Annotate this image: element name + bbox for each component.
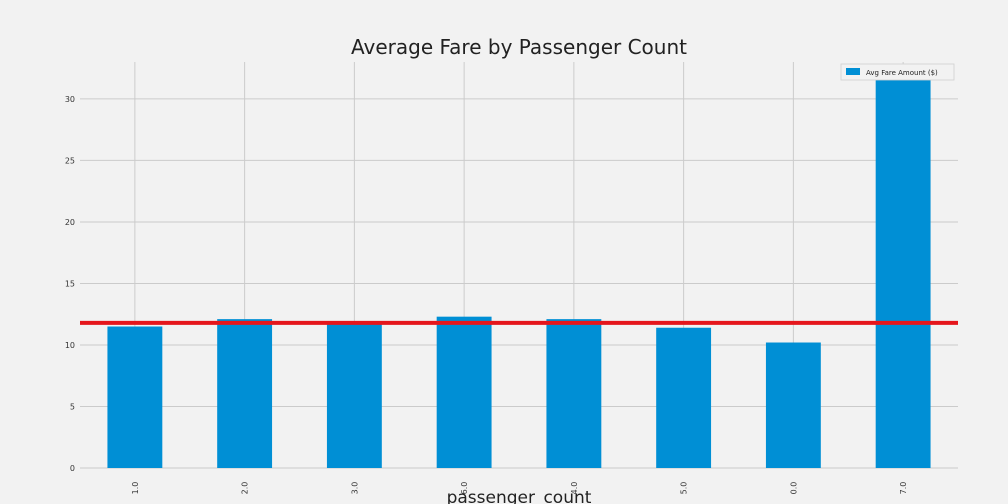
x-tick-label: 3.0: [350, 482, 359, 495]
x-axis-label: passenger_count: [447, 488, 592, 504]
y-tick-label: 20: [65, 218, 75, 227]
x-tick-label: 4.0: [570, 482, 579, 495]
y-tick-label: 10: [65, 341, 75, 350]
bar-5.0: [656, 327, 712, 468]
bar-2.0: [217, 319, 273, 468]
y-tick-label: 15: [65, 279, 75, 288]
bar-3.0: [326, 322, 382, 468]
bar-1.0: [107, 326, 163, 468]
y-tick-labels: 0 5 10 15 20 25 30: [65, 95, 75, 473]
bar-6.0: [436, 316, 492, 468]
y-tick-label: 30: [65, 95, 75, 104]
legend-swatch: [846, 68, 860, 75]
legend-box: [840, 63, 955, 81]
bar-4.0: [546, 319, 602, 468]
x-tick-label: 1.0: [131, 482, 140, 495]
x-tick-label: 0.0: [789, 482, 798, 495]
x-tick-label: 7.0: [899, 482, 908, 495]
y-tick-label: 0: [70, 464, 75, 473]
x-tick-label: 6.0: [460, 482, 469, 495]
bars: [107, 79, 931, 468]
chart-title: Average Fare by Passenger Count: [351, 35, 687, 59]
x-tick-labels: 1.0 2.0 3.0 6.0 4.0 5.0 0.0 7.0: [131, 482, 908, 495]
bar-7.0: [875, 79, 931, 468]
y-tick-label: 5: [70, 402, 75, 411]
x-tick-label: 5.0: [680, 482, 689, 495]
bar-0.0: [765, 342, 821, 468]
legend: Avg Fare Amount ($): [840, 63, 955, 81]
legend-label: Avg Fare Amount ($): [866, 69, 938, 77]
y-tick-label: 25: [65, 156, 75, 165]
x-tick-label: 2.0: [241, 482, 250, 495]
